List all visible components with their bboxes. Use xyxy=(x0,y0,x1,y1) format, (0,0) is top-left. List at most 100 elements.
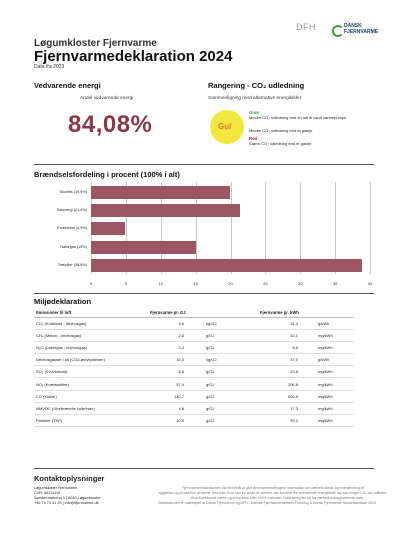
ranking-item-green: Grøn Mindre CO₂ udledning end en luft ti… xyxy=(249,110,346,120)
ranking-item-text: Mindre CO₂ udledning end et gasfyr xyxy=(249,128,313,133)
ranking-badge-circle xyxy=(210,110,244,144)
chart-gridline xyxy=(160,182,162,274)
gj-unit: g/GJ xyxy=(206,369,215,375)
fuel-distribution-chart: 0 5 10 15 20 25 30 35 40 Skovflis (19,9%) Solenerg… xyxy=(0,180,400,290)
gj-unit: kg/GJ xyxy=(206,357,217,363)
chart-gridline xyxy=(230,182,231,274)
ranking-heading: Rangering - CO₂ udledning xyxy=(208,81,305,90)
dfh-logo-text: DFH xyxy=(296,22,316,32)
chart-x-tick-label: 0 xyxy=(89,280,93,286)
contact-heading: Kontaktoplysninger xyxy=(34,474,105,483)
kwh-value: 37,0 xyxy=(290,357,298,363)
chart-x-tick-label: 25 xyxy=(263,280,268,286)
company-name: Løgumkloster Fjernvarme xyxy=(34,38,157,49)
chart-gridline xyxy=(370,182,371,274)
kwh-value: 206,6 xyxy=(287,381,298,387)
ranking-badge-label: Gul xyxy=(218,122,232,131)
chart-bar xyxy=(91,258,362,272)
renewable-subheading: Andel vedvarende energi xyxy=(80,96,134,101)
chart-gridline xyxy=(125,182,127,274)
chart-category-label: Træpiller (38,8%) xyxy=(57,262,87,267)
ranking-item-label: Grøn xyxy=(249,110,260,115)
emission-name: NOₓ (Kvælstofilter) xyxy=(36,381,70,387)
note-line: opgørelse og produktion af varme, herund… xyxy=(158,491,387,495)
kwh-unit: g/kWh xyxy=(318,357,330,363)
table-row: CO₂ (Kuldioxid - drivhusgas) 9,6 kg/GJ 34,4… xyxy=(34,318,354,330)
chart-category-label: Solenergi (21,4%) xyxy=(56,207,87,212)
dansk-fjernvarme-logo-mark-icon xyxy=(332,25,344,37)
renewable-heading: Vedvarende energi xyxy=(34,81,101,90)
table-row: CH₄ (Metan - drivhusgas) 2,8 g/GJ 10,1 mg/kW… xyxy=(34,330,354,343)
kwh-unit: mg/kWh xyxy=(318,345,333,351)
chart-category-label: Naturgas (15%) xyxy=(60,244,87,249)
chart-category-label: Skovflis (19,9%) xyxy=(59,189,87,194)
kwh-unit: mg/kWh xyxy=(318,393,333,399)
column-header-emission: Emissioner til luft xyxy=(36,310,72,315)
gj-value: 2,4 xyxy=(178,345,184,351)
gj-value: 57,4 xyxy=(176,381,184,387)
chart-bar xyxy=(91,222,126,236)
chart-x-tick-label: 15 xyxy=(193,280,198,286)
table-row: NMVOC (Uforbrændte kulbrinter) 4,8 g/GJ 17,… xyxy=(34,403,354,415)
kwh-value: 506,5 xyxy=(287,393,298,399)
gj-value: 140,7 xyxy=(173,393,184,399)
kwh-unit: mg/kWh xyxy=(318,369,333,375)
emission-name: N₂O (Lattergas - drivhusgas) xyxy=(36,345,87,351)
kwh-unit: mg/kWh xyxy=(318,333,333,339)
ranking-item-red: Rød Større CO₂ udledning end et gasfyr xyxy=(249,136,311,146)
chart-bar xyxy=(91,185,230,199)
environment-table-header: Emissioner til luft Fjernvarme pr. GJ Fj… xyxy=(34,309,354,318)
page-title: Fjernvarmedeklaration 2024 xyxy=(34,48,233,65)
emission-name: CH₄ (Metan - drivhusgas) xyxy=(36,333,82,339)
gj-value: 2,8 xyxy=(178,333,184,339)
section-divider xyxy=(34,164,374,165)
note-line: Fjernvarmedeklarationen har til formål a… xyxy=(182,486,364,490)
emission-name: CO₂ (Kuldioxid - drivhusgas) xyxy=(36,321,87,326)
chart-category-label: Elektricitet (4,9%) xyxy=(57,226,87,231)
ranking-subheading: Sammenligning med alternative energikild… xyxy=(208,96,302,101)
kwh-value: 39,2 xyxy=(290,417,298,423)
column-header-kwh: Fjernvarme pr. kWh xyxy=(260,310,299,315)
kwh-unit: mg/kWh xyxy=(318,417,333,423)
chart-x-tick-label: 30 xyxy=(298,280,303,286)
gj-unit: g/GJ xyxy=(206,393,215,399)
gj-unit: kg/GJ xyxy=(206,321,217,326)
emission-name: Drivhusgasser i alt (CO2-ækvivalenter) xyxy=(36,357,105,363)
chart-gridline xyxy=(265,182,266,274)
section-divider xyxy=(34,293,374,294)
ranking-item-yellow: Mindre CO₂ udledning end et gasfyr xyxy=(249,128,313,133)
table-row: N₂O (Lattergas - drivhusgas) 2,4 g/GJ 8,6 mg… xyxy=(34,342,354,355)
section-divider xyxy=(34,468,374,469)
gj-value: 4,8 xyxy=(178,405,184,411)
emission-name: SO₂ (Svovldioxid) xyxy=(36,369,68,375)
note-line: Deklarationen er udarbejdet af Dansk Fje… xyxy=(158,501,377,505)
contact-line: Sønderrnarksvej 1 | 6240 Løgumkloster xyxy=(34,496,101,500)
gj-unit: g/GJ xyxy=(206,381,215,387)
chart-gridline xyxy=(335,182,336,274)
gj-unit: g/GJ xyxy=(206,333,215,339)
gj-value: 10,9 xyxy=(176,417,184,423)
ranking-item-text: Større CO₂ udledning end et gasfyr xyxy=(249,141,312,146)
chart-bar xyxy=(91,240,196,254)
kwh-value: 17,3 xyxy=(290,405,298,411)
column-header-gj: Fjernvarme pr. GJ xyxy=(150,310,186,315)
gj-unit: g/GJ xyxy=(206,417,215,423)
gj-value: 9,6 xyxy=(178,321,184,326)
data-year: Data fra 2023 xyxy=(34,64,65,70)
contact-line: +45 74 74 31 25 | info@lfjernvarme.dk xyxy=(34,501,99,505)
ranking-item-text: Mindre CO₂ udledning end en luft til van… xyxy=(249,115,347,120)
chart-gridline xyxy=(300,182,301,274)
kwh-unit: mg/kWh xyxy=(318,405,333,411)
dansk-fjernvarme-logo-line2: FJERNVARME xyxy=(344,28,379,35)
chart-x-tick-label: 10 xyxy=(158,280,163,286)
chart-bar xyxy=(91,203,241,217)
emission-name: CO (Kulilte) xyxy=(36,393,57,399)
contact-line: Løgumkloster Fjernvarme xyxy=(34,486,78,490)
gj-unit: g/GJ xyxy=(206,345,215,351)
table-row: CO (Kulilte) 140,7 g/GJ 506,5 mg/kWh xyxy=(34,391,354,403)
contact-line: CVR: 66211118 xyxy=(34,491,61,495)
chart-x-tick-label: 35 xyxy=(332,280,338,286)
kwh-unit: g/kWh xyxy=(318,321,330,326)
fuel-distribution-heading: Brændselsfordeling i procent (100% i alt… xyxy=(34,170,180,179)
gj-value: 6,6 xyxy=(178,369,184,375)
